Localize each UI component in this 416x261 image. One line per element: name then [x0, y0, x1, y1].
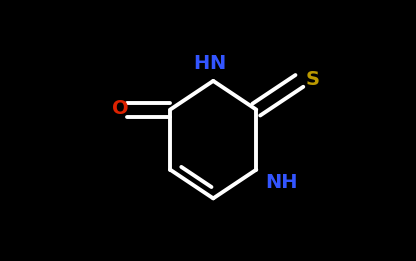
Text: H: H — [193, 55, 209, 73]
Text: NH: NH — [265, 173, 298, 192]
Text: S: S — [306, 70, 320, 89]
Text: O: O — [112, 99, 129, 118]
Text: N: N — [209, 55, 225, 73]
